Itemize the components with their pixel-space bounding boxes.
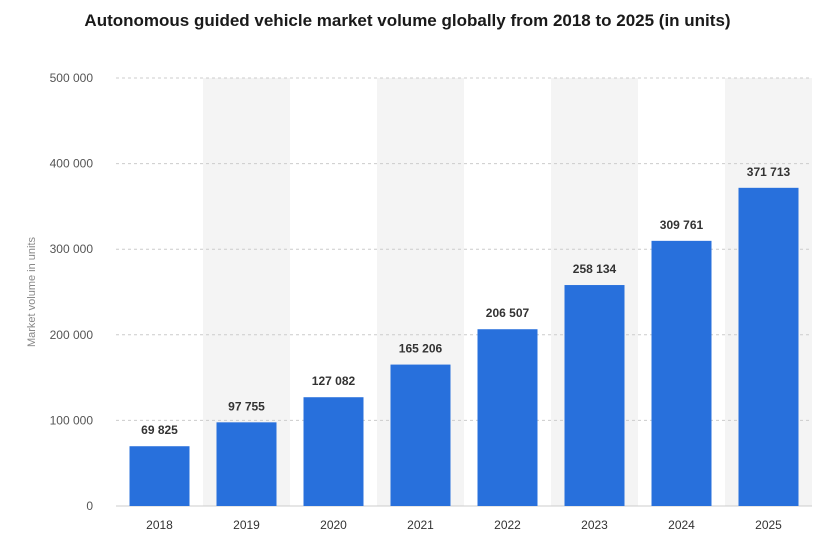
bar-2019[interactable] bbox=[216, 422, 277, 506]
y-axis-title: Market volume in units bbox=[26, 236, 38, 347]
y-tick-label: 300 000 bbox=[50, 242, 94, 256]
data-label: 97 755 bbox=[228, 399, 265, 413]
data-label: 258 134 bbox=[573, 262, 617, 276]
data-label: 127 082 bbox=[312, 374, 356, 388]
y-tick-label: 500 000 bbox=[50, 71, 94, 85]
x-tick-label: 2019 bbox=[233, 518, 260, 532]
bar-2022[interactable] bbox=[477, 329, 538, 506]
y-tick-label: 200 000 bbox=[50, 328, 94, 342]
y-tick-label: 100 000 bbox=[50, 413, 94, 427]
data-label: 309 761 bbox=[660, 218, 704, 232]
bar-2020[interactable] bbox=[303, 397, 364, 506]
data-label: 371 713 bbox=[747, 165, 791, 179]
data-label: 206 507 bbox=[486, 306, 530, 320]
bar-2023[interactable] bbox=[564, 285, 625, 506]
bars bbox=[129, 187, 799, 507]
chart-title: Autonomous guided vehicle market volume … bbox=[84, 11, 731, 30]
bar-2024[interactable] bbox=[651, 240, 712, 506]
x-tick-label: 2024 bbox=[668, 518, 695, 532]
data-label: 69 825 bbox=[141, 423, 178, 437]
x-axis-ticks: 2018 2019 2020 2021 2022 2023 2024 2025 bbox=[146, 518, 782, 532]
x-tick-label: 2022 bbox=[494, 518, 521, 532]
x-tick-label: 2025 bbox=[755, 518, 782, 532]
x-tick-label: 2023 bbox=[581, 518, 608, 532]
y-axis-ticks: 0 100 000 200 000 300 000 400 000 500 000 bbox=[50, 71, 94, 513]
bar-2025[interactable] bbox=[738, 187, 799, 507]
bar-2021[interactable] bbox=[390, 364, 451, 506]
data-labels: 69 825 97 755 127 082 165 206 206 507 258 134… bbox=[141, 165, 790, 437]
x-tick-label: 2018 bbox=[146, 518, 173, 532]
data-label: 165 206 bbox=[399, 342, 443, 356]
y-tick-label: 400 000 bbox=[50, 157, 94, 171]
x-tick-label: 2020 bbox=[320, 518, 347, 532]
y-tick-label: 0 bbox=[86, 499, 93, 513]
bar-2018[interactable] bbox=[129, 446, 190, 506]
x-tick-label: 2021 bbox=[407, 518, 434, 532]
